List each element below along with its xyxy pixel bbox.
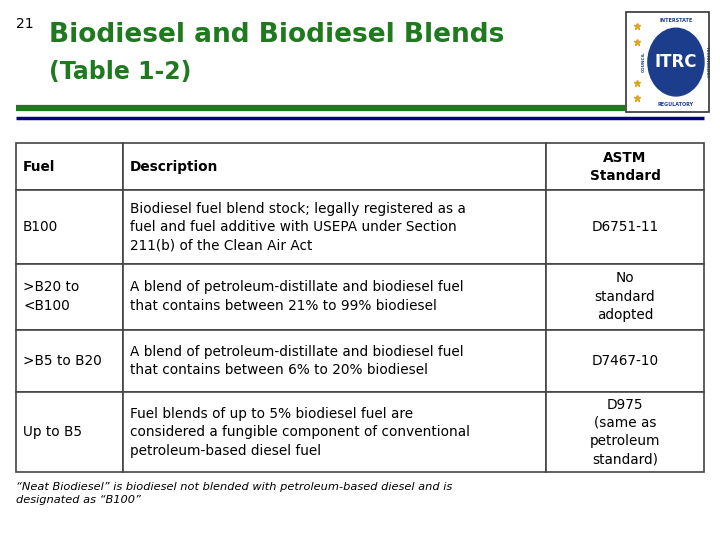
Text: Fuel blends of up to 5% biodiesel fuel are
considered a fungible component of co: Fuel blends of up to 5% biodiesel fuel a…	[130, 407, 469, 457]
Text: >B5 to B20: >B5 to B20	[23, 354, 102, 368]
Text: B100: B100	[23, 220, 58, 234]
Bar	[546, 329, 704, 392]
Bar	[546, 392, 704, 472]
Text: ASTM
Standard: ASTM Standard	[590, 151, 660, 183]
Bar	[16, 191, 122, 264]
Bar	[122, 191, 546, 264]
Circle shape	[648, 28, 704, 96]
Text: No
standard
adopted: No standard adopted	[595, 271, 655, 322]
Bar	[122, 329, 546, 392]
Bar	[122, 143, 546, 191]
Text: (Table 1-2): (Table 1-2)	[49, 60, 192, 84]
Text: D7467-10: D7467-10	[591, 354, 659, 368]
Text: “Neat Biodiesel” is biodiesel not blended with petroleum-based diesel and is
des: “Neat Biodiesel” is biodiesel not blende…	[16, 482, 452, 505]
Text: A blend of petroleum-distillate and biodiesel fuel
that contains between 21% to : A blend of petroleum-distillate and biod…	[130, 280, 464, 313]
Text: A blend of petroleum-distillate and biodiesel fuel
that contains between 6% to 2: A blend of petroleum-distillate and biod…	[130, 345, 464, 377]
Text: D6751-11: D6751-11	[591, 220, 659, 234]
Bar	[16, 143, 122, 191]
Bar	[122, 264, 546, 329]
Bar	[16, 264, 122, 329]
Text: Biodiesel and Biodiesel Blends: Biodiesel and Biodiesel Blends	[49, 22, 504, 48]
Bar	[546, 143, 704, 191]
Text: ITRC: ITRC	[654, 53, 697, 71]
Bar	[16, 329, 122, 392]
Text: D975
(same as
petroleum
standard): D975 (same as petroleum standard)	[590, 397, 660, 467]
Text: Description: Description	[130, 160, 218, 174]
Bar	[546, 191, 704, 264]
Text: Fuel: Fuel	[23, 160, 55, 174]
Text: INTERSTATE: INTERSTATE	[660, 17, 693, 23]
Text: 21: 21	[16, 17, 33, 31]
Text: TECHNOLOGY: TECHNOLOGY	[705, 46, 708, 78]
Text: >B20 to
<B100: >B20 to <B100	[23, 280, 79, 313]
Bar	[122, 392, 546, 472]
Text: Biodiesel fuel blend stock; legally registered as a
fuel and fuel additive with : Biodiesel fuel blend stock; legally regi…	[130, 202, 466, 253]
Text: Up to B5: Up to B5	[23, 425, 82, 439]
Bar	[546, 264, 704, 329]
Text: REGULATORY: REGULATORY	[658, 102, 694, 107]
Bar	[16, 392, 122, 472]
Text: COUNCIL: COUNCIL	[642, 52, 646, 72]
